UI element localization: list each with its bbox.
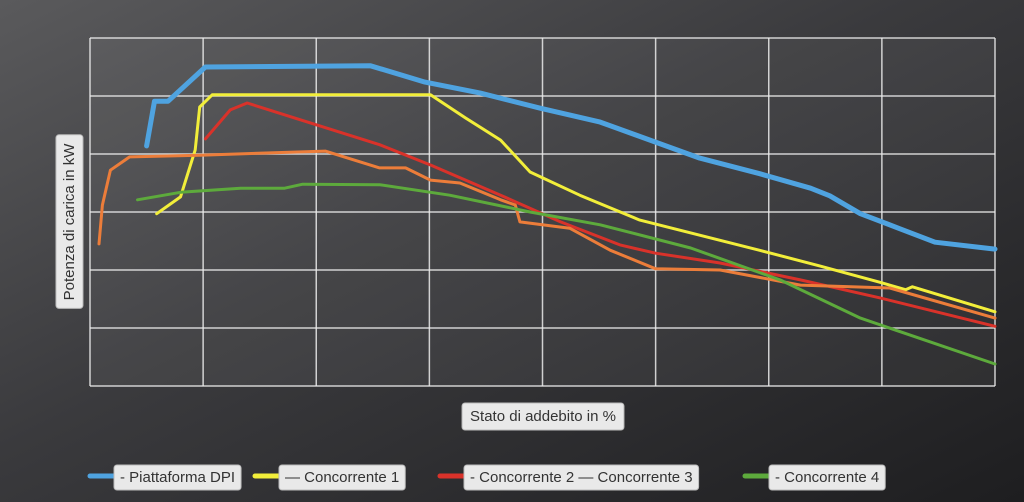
- x-axis-title: Stato di addebito in %: [470, 408, 616, 425]
- legend: - Piattaforma DPI — Concorrente 1 - Concor…: [87, 464, 886, 491]
- legend-label: - Concorrente 4: [775, 469, 879, 486]
- x-axis-label: Stato di addebito in %: [461, 402, 625, 431]
- y-axis-title: Potenza di carica in kW: [61, 143, 78, 301]
- series-line: [203, 101, 997, 328]
- legend-box: [768, 464, 886, 491]
- grid: [89, 37, 996, 387]
- legend-label: - Piattaforma DPI: [120, 469, 235, 486]
- series-line: [144, 63, 998, 252]
- label-box: [55, 134, 84, 309]
- lines: [97, 63, 998, 366]
- legend-label: — Concorrente 1: [285, 469, 399, 486]
- series-line: [155, 93, 997, 314]
- legend-box: [278, 464, 406, 491]
- legend-box: [463, 464, 700, 491]
- series-line: [136, 182, 997, 366]
- series-line: [97, 149, 997, 320]
- legend-label: - Concorrente 2 — Concorrente 3: [470, 469, 693, 486]
- legend-box: [113, 464, 242, 491]
- label-box: [461, 402, 625, 431]
- y-axis-label: Potenza di carica in kW: [55, 134, 84, 309]
